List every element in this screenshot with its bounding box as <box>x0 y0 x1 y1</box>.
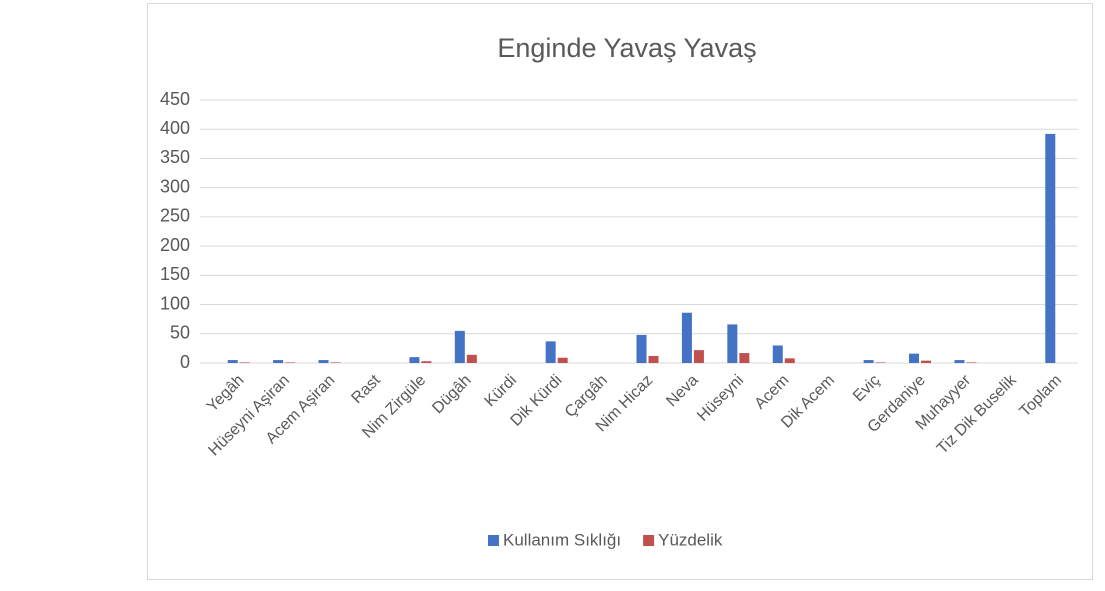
bar <box>739 353 750 363</box>
chart-title: Enginde Yavaş Yavaş <box>497 33 756 63</box>
bar <box>784 358 795 363</box>
bar <box>454 330 465 363</box>
bar <box>330 362 341 363</box>
y-tick-label: 250 <box>160 206 190 226</box>
bar <box>466 354 477 363</box>
legend-swatch <box>643 535 655 546</box>
y-tick-label: 300 <box>160 176 190 196</box>
y-tick-label: 450 <box>160 89 190 109</box>
y-tick-label: 0 <box>180 352 190 372</box>
bar <box>875 362 886 363</box>
bar <box>421 361 432 363</box>
legend-swatch <box>488 535 499 546</box>
bar <box>273 360 284 363</box>
y-tick-label: 200 <box>160 235 190 255</box>
y-tick-label: 100 <box>160 293 190 313</box>
bar <box>285 362 296 363</box>
bar <box>921 360 932 363</box>
bar <box>239 362 250 363</box>
bar <box>863 360 874 363</box>
bar <box>954 360 965 363</box>
y-tick-label: 50 <box>170 323 190 343</box>
chart-frame <box>147 3 1093 580</box>
bar <box>909 353 920 363</box>
bar <box>318 360 329 363</box>
bar <box>772 345 783 363</box>
legend-label: Yüzdelik <box>658 530 723 549</box>
bar <box>545 341 556 363</box>
bar <box>409 357 420 363</box>
y-tick-label: 350 <box>160 147 190 167</box>
bar <box>648 355 659 363</box>
legend-label: Kullanım Sıklığı <box>503 530 621 549</box>
bar <box>681 312 692 363</box>
bar <box>636 334 647 363</box>
y-tick-label: 150 <box>160 264 190 284</box>
bar <box>727 324 738 363</box>
y-tick-label: 400 <box>160 118 190 138</box>
bar <box>966 362 977 363</box>
bar <box>227 360 238 363</box>
bar <box>1045 133 1056 363</box>
bar <box>693 350 704 363</box>
bar <box>557 357 568 363</box>
